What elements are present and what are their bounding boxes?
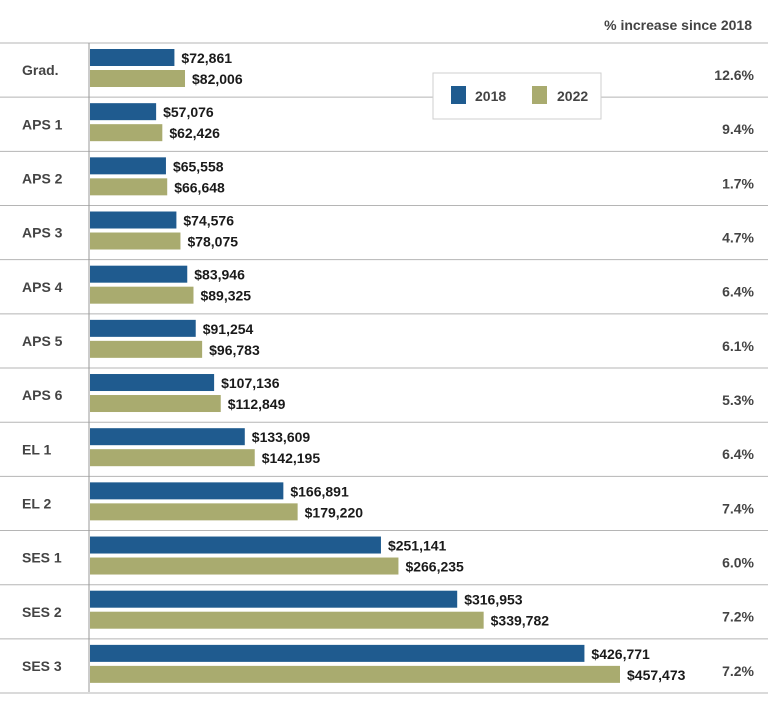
pct-increase-label: 6.1% (722, 338, 754, 354)
row-aps-6: APS 6 $107,136 $112,849 5.3% (0, 367, 768, 413)
value-label-2022: $89,325 (200, 288, 251, 304)
value-label-2022: $457,473 (627, 667, 686, 683)
value-label-2018: $107,136 (221, 375, 280, 391)
value-label-2018: $166,891 (290, 483, 349, 499)
row-ses-2: SES 2 $316,953 $339,782 7.2% (0, 584, 768, 629)
category-label: Grad. (22, 62, 59, 78)
bar-2018 (90, 482, 284, 500)
bar-2022 (90, 557, 399, 575)
row-aps-2: APS 2 $65,558 $66,648 1.7% (0, 150, 768, 196)
legend-label-2018: 2018 (475, 88, 506, 104)
value-label-2018: $251,141 (388, 538, 447, 554)
pct-increase-label: 6.4% (722, 284, 754, 300)
bar-2018 (90, 428, 245, 446)
bar-2018 (90, 644, 585, 662)
category-label: APS 6 (22, 387, 63, 403)
row-grad: Grad. $72,861 $82,006 12.6% (0, 42, 768, 87)
legend: 2018 2022 (432, 72, 602, 120)
column-header-pct-increase: % increase since 2018 (604, 17, 752, 33)
pct-increase-label: 5.3% (722, 392, 754, 408)
legend-swatch-2022 (532, 86, 547, 104)
value-label-2022: $96,783 (209, 342, 260, 358)
category-label: APS 1 (22, 116, 63, 132)
bar-2022 (90, 449, 255, 467)
value-label-2022: $112,849 (228, 396, 286, 412)
value-label-2022: $142,195 (262, 450, 321, 466)
legend-label-2022: 2022 (557, 88, 588, 104)
bar-2022 (90, 232, 181, 250)
pct-increase-label: 7.2% (722, 609, 754, 625)
bar-2018 (90, 536, 381, 554)
bar-2022 (90, 124, 163, 142)
value-label-2022: $66,648 (174, 179, 225, 195)
value-label-2022: $339,782 (491, 613, 550, 629)
pct-increase-label: 9.4% (722, 121, 754, 137)
bar-2018 (90, 265, 188, 283)
value-label-2022: $62,426 (169, 125, 220, 141)
pct-increase-label: 12.6% (714, 67, 754, 83)
row-aps-5: APS 5 $91,254 $96,783 6.1% (0, 313, 768, 358)
category-label: APS 3 (22, 225, 63, 241)
value-label-2018: $316,953 (464, 592, 523, 608)
row-ses-3: SES 3 $426,771 $457,473 7.2% (0, 638, 768, 683)
value-label-2018: $72,861 (181, 50, 232, 66)
row-ses-1: SES 1 $251,141 $266,235 6.0% (0, 530, 768, 575)
bar-2018 (90, 319, 196, 337)
bar-2022 (90, 286, 194, 304)
value-label-2022: $179,220 (305, 504, 364, 520)
value-label-2018: $57,076 (163, 104, 214, 120)
value-label-2022: $266,235 (405, 559, 464, 575)
bar-2022 (90, 503, 298, 521)
bar-2018 (90, 211, 177, 229)
row-el-1: EL 1 $133,609 $142,195 6.4% (0, 421, 768, 467)
category-label: EL 2 (22, 495, 52, 511)
value-label-2022: $82,006 (192, 71, 243, 87)
bar-2018 (90, 103, 157, 121)
pct-increase-label: 7.2% (722, 663, 754, 679)
value-label-2018: $74,576 (183, 213, 234, 229)
bar-2022 (90, 665, 620, 683)
pct-increase-label: 1.7% (722, 175, 754, 191)
bar-2018 (90, 590, 458, 608)
value-label-2018: $133,609 (252, 429, 311, 445)
bar-2022 (90, 178, 168, 196)
pct-increase-label: 4.7% (722, 230, 754, 246)
bar-2022 (90, 340, 203, 358)
bar-2022 (90, 395, 221, 413)
row-aps-4: APS 4 $83,946 $89,325 6.4% (0, 259, 768, 304)
pct-increase-label: 6.4% (722, 446, 754, 462)
bar-2018 (90, 157, 166, 175)
bar-2018 (90, 49, 175, 66)
value-label-2022: $78,075 (187, 234, 238, 250)
bar-2022 (90, 70, 186, 87)
category-label: APS 4 (22, 279, 63, 295)
pct-increase-label: 7.4% (722, 500, 754, 516)
category-label: SES 3 (22, 658, 62, 674)
legend-swatch-2018 (451, 86, 466, 104)
value-label-2018: $65,558 (173, 158, 224, 174)
category-label: EL 1 (22, 441, 52, 457)
category-label: SES 2 (22, 604, 62, 620)
value-label-2018: $426,771 (591, 646, 650, 662)
row-el-2: EL 2 $166,891 $179,220 7.4% (0, 475, 768, 521)
bar-2022 (90, 611, 484, 629)
category-label: APS 2 (22, 170, 63, 186)
category-label: SES 1 (22, 550, 62, 566)
row-aps-1: APS 1 $57,076 $62,426 9.4% (0, 96, 768, 142)
row-aps-3: APS 3 $74,576 $78,075 4.7% (0, 205, 768, 250)
pct-increase-label: 6.0% (722, 555, 754, 571)
value-label-2018: $83,946 (194, 267, 245, 283)
value-label-2018: $91,254 (203, 321, 254, 337)
chart-rows: Grad. $72,861 $82,006 12.6% APS 1 $57,076 $62,… (0, 42, 768, 694)
bar-2018 (90, 374, 215, 392)
category-label: APS 5 (22, 333, 63, 349)
